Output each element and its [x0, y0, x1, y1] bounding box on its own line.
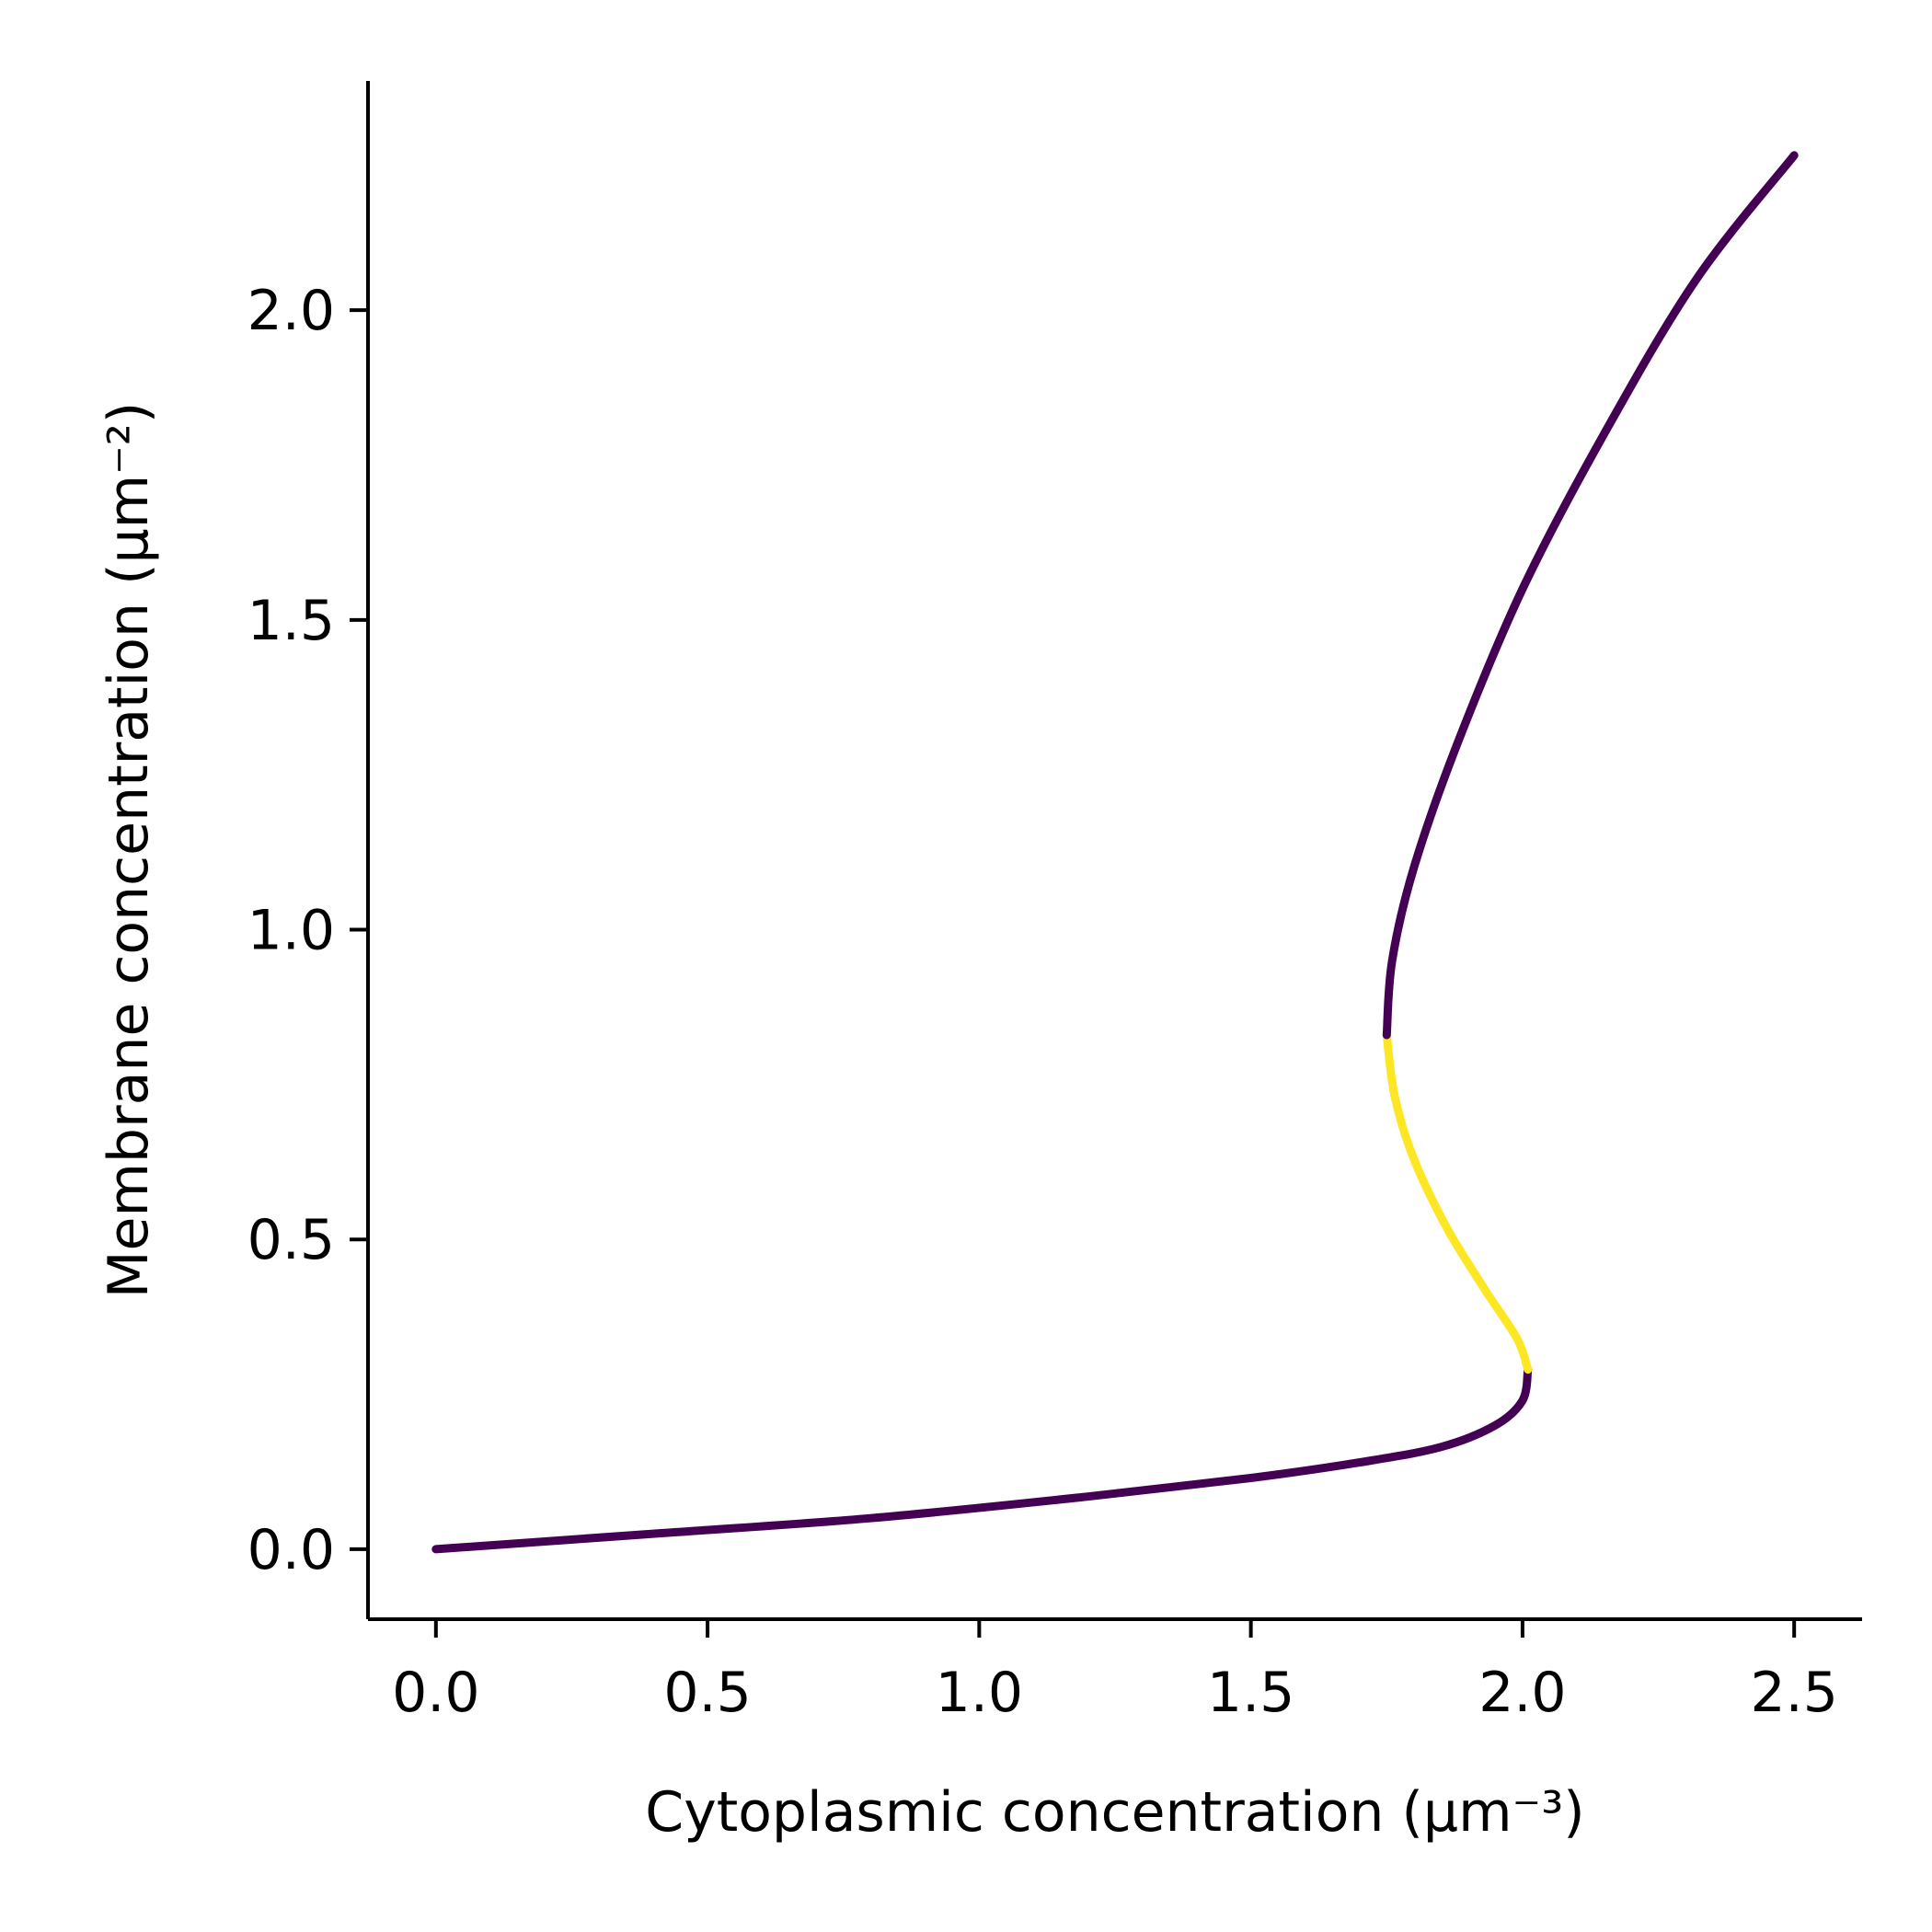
- x-tick-label: 2.0: [1478, 1661, 1566, 1725]
- x-tick-label: 0.0: [392, 1661, 479, 1725]
- y-ticks: 0.0 0.5 1.0 1.5 2.0: [247, 279, 368, 1582]
- y-tick-label: 1.0: [247, 899, 335, 963]
- series-line-stable-0: [431, 1365, 1533, 1554]
- y-tick-label: 2.0: [247, 279, 335, 343]
- y-tick-label: 1.5: [247, 589, 335, 653]
- x-tick-label: 1.5: [1207, 1661, 1294, 1725]
- x-tick-label: 0.5: [663, 1661, 751, 1725]
- y-tick-label: 0.5: [247, 1208, 335, 1272]
- series-line-stable-2: [1382, 151, 1799, 1040]
- x-ticks: 0.0 0.5 1.0 1.5 2.0 2.5: [392, 1619, 1838, 1725]
- y-tick-label: 0.0: [247, 1518, 335, 1582]
- x-tick-label: 1.0: [936, 1661, 1023, 1725]
- x-tick-label: 2.5: [1750, 1661, 1837, 1725]
- x-axis-label: Cytoplasmic concentration (µm⁻³): [645, 1780, 1584, 1845]
- y-axis-label: Membrane concentration (µm⁻²): [97, 402, 161, 1298]
- plot-area: [431, 151, 1799, 1554]
- series-line-unstable-1: [1382, 1030, 1533, 1374]
